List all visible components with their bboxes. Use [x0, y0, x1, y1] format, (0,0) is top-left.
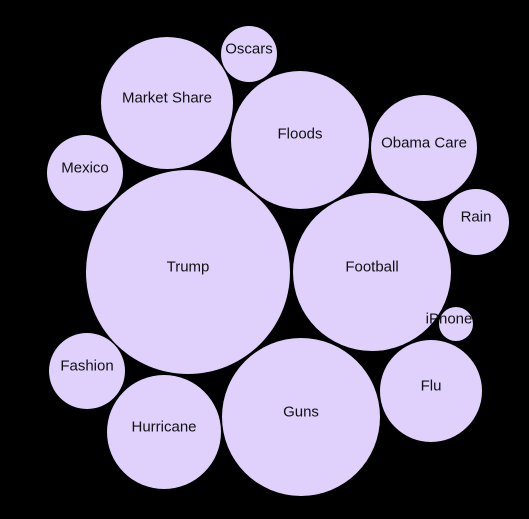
- bubble-label-floods: Floods: [277, 126, 322, 143]
- bubble-label-hurricane: Hurricane: [131, 419, 196, 436]
- bubble-market-share: [101, 37, 233, 169]
- bubble-label-flu: Flu: [421, 378, 442, 395]
- bubble-label-mexico: Mexico: [61, 160, 109, 177]
- bubble-label-fashion: Fashion: [60, 358, 113, 375]
- bubble-rain: [443, 189, 509, 255]
- bubble-football: [293, 193, 451, 351]
- bubble-label-oscars: Oscars: [225, 41, 273, 58]
- bubble-oscars: [221, 26, 277, 82]
- bubble-label-market-share: Market Share: [122, 90, 212, 107]
- bubble-trump: [86, 170, 290, 374]
- bubble-label-guns: Guns: [283, 404, 319, 421]
- bubble-label-trump: Trump: [167, 259, 210, 276]
- bubble-hurricane: [107, 375, 221, 489]
- bubble-guns: [222, 338, 380, 496]
- bubble-flu: [380, 340, 482, 442]
- bubble-label-rain: Rain: [461, 209, 492, 226]
- bubble-iphone: [439, 307, 473, 341]
- bubble-label-obama-care: Obama Care: [381, 135, 467, 152]
- bubble-label-football: Football: [345, 259, 398, 276]
- bubble-fashion: [49, 333, 125, 409]
- bubble-mexico: [47, 135, 123, 211]
- bubble-floods: [231, 71, 369, 209]
- bubble-label-iphone: iPhone: [426, 311, 473, 328]
- bubble-obama-care: [371, 95, 477, 201]
